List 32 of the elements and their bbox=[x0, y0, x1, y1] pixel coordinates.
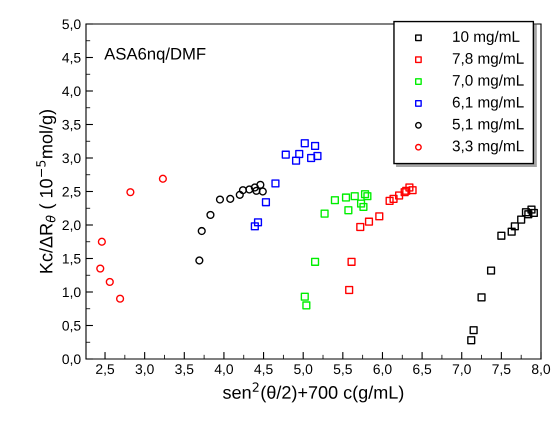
y-tick-label: 2,5 bbox=[62, 186, 81, 198]
y-tick-label: 4,0 bbox=[62, 86, 81, 98]
legend-label: 3,3 mg/mL bbox=[452, 140, 524, 154]
x-tick-label: 2,5 bbox=[96, 364, 114, 376]
x-tick-label: 3,0 bbox=[136, 364, 154, 376]
x-tick-label: 5,0 bbox=[294, 364, 312, 376]
annotation: ASA6nq/DMF bbox=[104, 47, 206, 63]
x-tick-label: 6,0 bbox=[374, 364, 392, 376]
y-tick-label: 3,0 bbox=[62, 153, 81, 165]
legend-label: 10 mg/mL bbox=[453, 30, 520, 45]
y-tick-label: 3,5 bbox=[62, 120, 81, 132]
y-tick-label: 1,5 bbox=[62, 254, 81, 266]
y-tick-label: 0,0 bbox=[62, 354, 81, 366]
x-tick-label: 8,0 bbox=[532, 364, 550, 376]
y-tick-label: 5,0 bbox=[62, 19, 81, 31]
x-tick-label: 4,0 bbox=[214, 364, 234, 376]
legend-label: 6,1 mg/mL bbox=[452, 96, 524, 111]
x-tick-label: 7,0 bbox=[452, 364, 471, 376]
x-axis-title: sen$^{2}$(θ/2)+700 c(g/mL) bbox=[223, 382, 404, 402]
legend-label: 7,8 mg/mL bbox=[452, 52, 524, 67]
x-tick-label: 7,5 bbox=[492, 364, 510, 376]
y-tick-label: 0,5 bbox=[62, 320, 81, 332]
y-axis-title: Kc/ΔR$_{θ}$ ( 10$^{−5}$mol/g) bbox=[36, 110, 56, 273]
legend-label: 7,0 mg/mL bbox=[452, 74, 524, 89]
y-tick-label: 4,5 bbox=[62, 52, 81, 64]
legend-label: 5,1 mg/mL bbox=[452, 118, 524, 133]
y-tick-label: 2,0 bbox=[62, 220, 81, 232]
x-tick-label: 5,5 bbox=[334, 364, 352, 376]
x-tick-label: 4,5 bbox=[254, 364, 273, 376]
y-tick-label: 1,0 bbox=[62, 287, 81, 299]
x-tick-label: 3,5 bbox=[175, 364, 194, 376]
x-tick-label: 6,5 bbox=[413, 364, 432, 376]
